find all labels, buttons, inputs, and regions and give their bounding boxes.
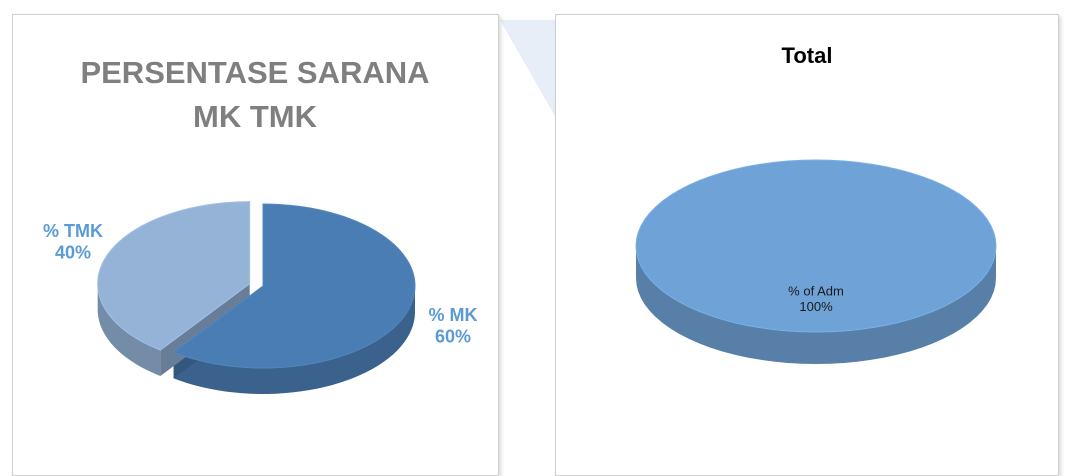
slice-label: % of Adm — [788, 284, 844, 299]
slice-label: % TMK — [43, 221, 103, 241]
slice-side — [173, 286, 415, 394]
pie-slice — [172, 203, 416, 369]
value-label: 40% — [55, 243, 91, 263]
value-label: 60% — [435, 327, 471, 347]
slice-side — [636, 246, 996, 364]
chart-title: Total — [781, 43, 833, 68]
chart-panel: PERSENTASE SARANA MK TMK % MK 60% % TMK 40% — [12, 14, 499, 476]
pie-slice — [97, 201, 251, 351]
chart-title: PERSENTASE SARANA MK TMK — [80, 55, 430, 134]
slice-label: % MK — [429, 305, 478, 325]
chart-panel: Total % of Adm 100% — [555, 14, 1059, 476]
pie-slice — [635, 159, 997, 333]
slice-side — [97, 283, 161, 377]
value-label: 100% — [799, 299, 833, 314]
